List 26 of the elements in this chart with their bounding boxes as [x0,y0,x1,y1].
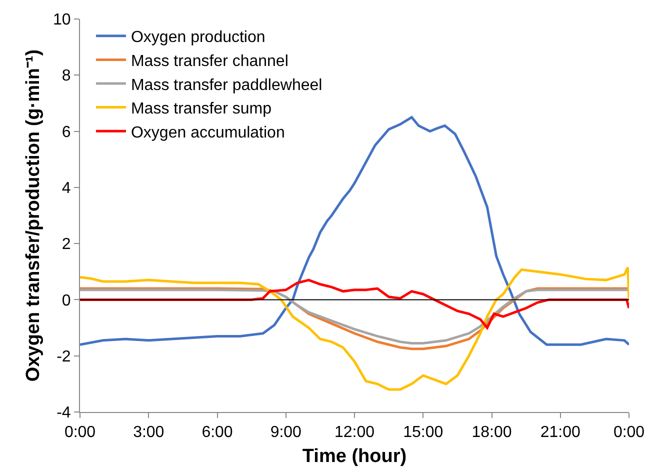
x-axis-title: Time (hour) [302,446,407,467]
x-tick-label: 6:00 [202,424,233,442]
x-tick-label: 3:00 [133,424,164,442]
legend-label: Mass transfer channel [130,52,288,70]
y-tick-label: -4 [56,404,71,422]
x-tick-label: 12:00 [334,424,375,442]
y-tick-label: 6 [62,124,71,141]
legend-label: Mass transfer sump [130,100,272,118]
line-series [80,116,629,346]
line-series [80,266,629,391]
legend-label: Oxygen accumulation [130,124,285,142]
x-tick-label: 18:00 [472,424,512,442]
x-tick-label: 0:00 [613,424,645,442]
x-tick-label: 21:00 [540,424,580,442]
legend-label: Mass transfer paddlewheel [130,76,322,94]
x-tick-label: 15:00 [403,424,444,442]
y-tick-label: -2 [56,348,71,366]
legend-label: Oxygen production [130,29,266,46]
y-tick-label: 2 [62,236,71,254]
y-tick-label: 4 [62,180,71,198]
x-tick-label: 0:00 [64,424,96,442]
x-tick-label: 9:00 [270,424,302,442]
y-tick-label: 10 [53,12,71,29]
y-tick-label: 8 [62,68,71,85]
y-tick-label: 0 [62,292,71,310]
y-axis-title: Oxygen transfer/production (g·min⁻¹) [22,49,44,382]
